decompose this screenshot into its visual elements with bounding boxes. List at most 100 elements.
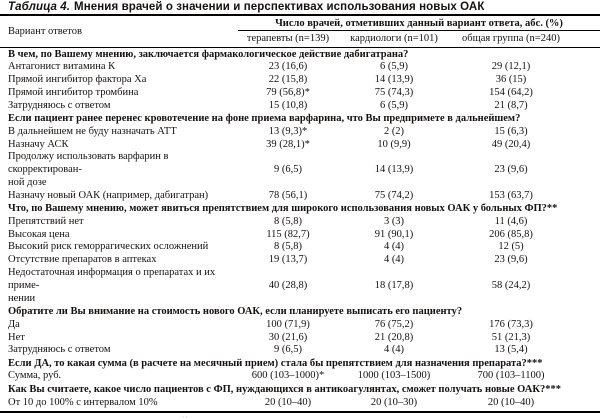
column-header-variant: Вариант ответов — [0, 16, 238, 48]
answer-label: Препятствий нет — [8, 215, 84, 227]
question-label: Как Вы считаете, какое число пациентов с… — [8, 383, 561, 395]
answer-label: Продолжу использовать варфарин в скоррек… — [8, 151, 169, 188]
answer-label: Высокая цена — [8, 228, 70, 240]
answer-row: Назначу АСК 39 (28,1)* 10 (9,9) 49 (20,4… — [0, 139, 600, 152]
value-cardiologists: 1000 (103–1500) — [357, 370, 431, 382]
value-therapists: 78 (56,1) — [268, 189, 308, 201]
value-cardiologists: 4 (4) — [383, 254, 405, 266]
answer-row: Затрудняюсь с ответом 9 (6,5) 4 (4) 13 (… — [0, 344, 600, 357]
value-therapists: 8 (5,8) — [274, 215, 302, 227]
value-cardiologists: 91 (90,1) — [374, 228, 414, 240]
value-total: 21 (8,7) — [494, 99, 528, 111]
value-total: 176 (73,3) — [489, 318, 533, 330]
answer-label: Назначу АСК — [8, 138, 69, 150]
answer-label: Прямой ингибитор тромбина — [8, 86, 139, 98]
question-label: Что, по Вашему мнению, может явиться пре… — [8, 203, 558, 215]
answer-row: Затрудняюсь с ответом 15 (10,8) 6 (5,9) … — [0, 100, 600, 113]
value-therapists: 79 (56,8)* — [266, 86, 310, 98]
value-therapists: 30 (21,6) — [268, 331, 308, 343]
value-therapists: 100 (71,9) — [266, 318, 310, 330]
question-label: В чем, по Вашему мнению, заключается фар… — [8, 48, 409, 60]
column-header-group: Число врачей, отметивших данный вариант … — [238, 16, 600, 31]
value-cardiologists: 10 (9,9) — [377, 138, 411, 150]
value-therapists: 9 (6,5) — [274, 344, 302, 356]
value-therapists: 600 (103–1000)* — [251, 370, 325, 382]
value-cardiologists: 76 (75,2) — [374, 318, 414, 330]
question-label: Обратите ли Вы внимание на стоимость нов… — [8, 305, 463, 317]
answer-label: В дальнейшем не буду назначать АТТ — [8, 125, 177, 137]
answer-label: Да — [8, 318, 20, 330]
value-total: 36 (15) — [495, 74, 527, 86]
answer-row: Антагонист витамина К 23 (16,6) 6 (5,9) … — [0, 61, 600, 74]
value-cardiologists: 14 (13,9) — [374, 74, 414, 86]
value-cardiologists: 4 (4) — [383, 344, 405, 356]
value-total: 20 (10–40) — [450, 396, 600, 414]
value-cardiologists: 75 (74,2) — [374, 189, 414, 201]
value-cardiologists: 75 (74,3) — [374, 86, 414, 98]
answer-label: Сумма, руб. — [8, 370, 62, 382]
value-total: 23 (9,6) — [494, 254, 528, 266]
value-therapists: 115 (82,7) — [266, 228, 310, 240]
answer-row: Недостаточная информация о препаратах и … — [0, 267, 600, 305]
answer-label: Затрудняюсь с ответом — [8, 344, 111, 356]
question-row: Если пациент ранее перенес кровотечение … — [0, 112, 600, 125]
value-therapists: 22 (15,8) — [268, 74, 308, 86]
answer-row: Назначу новый ОАК (например, дабигатран)… — [0, 190, 600, 203]
table-title: Таблица 4. Мнения врачей о значении и пер… — [0, 0, 600, 16]
answer-label: Назначу новый ОАК (например, дабигатран) — [8, 189, 209, 201]
value-total: 13 (5,4) — [494, 344, 528, 356]
value-therapists: 39 (28,1)* — [266, 138, 310, 150]
value-total: 23 (9,6) — [494, 164, 528, 176]
column-header-therapists: терапевты (n=139) — [238, 30, 338, 48]
answer-label: Затрудняюсь с ответом — [8, 99, 111, 111]
value-therapists: 15 (10,8) — [268, 99, 308, 111]
value-total: 49 (20,4) — [491, 138, 531, 150]
value-therapists: 13 (9,3)* — [268, 125, 308, 137]
value-total: 29 (12,1) — [491, 61, 531, 73]
answer-row: Отсутствие препаратов в аптеках 19 (13,7… — [0, 254, 600, 267]
table-title-text: Мнения врачей о значении и перспективах … — [74, 1, 485, 13]
value-total: 154 (64,2) — [489, 86, 533, 98]
answer-label: Отсутствие препаратов в аптеках — [8, 254, 157, 266]
answer-label: Высокий риск геморрагических осложнений — [8, 241, 209, 253]
value-therapists: 9 (6,5) — [274, 164, 302, 176]
question-label: Если пациент ранее перенес кровотечение … — [8, 112, 521, 124]
answer-row: Высокая цена 115 (82,7) 91 (90,1) 206 (8… — [0, 229, 600, 242]
value-cardiologists: 14 (13,9) — [374, 164, 414, 176]
value-total: 11 (4,6) — [494, 215, 528, 227]
value-therapists: 40 (28,8) — [268, 279, 308, 291]
answer-label: Антагонист витамина К — [8, 61, 116, 73]
value-cardiologists: 18 (17,8) — [374, 279, 414, 291]
answer-label: Нет — [8, 331, 25, 343]
value-therapists: 8 (5,8) — [274, 241, 302, 253]
question-label: Если ДА, то какая сумма (в расчете на ме… — [8, 357, 543, 369]
value-therapists: 19 (13,7) — [268, 254, 308, 266]
value-cardiologists: 20 (10–30) — [338, 396, 450, 414]
survey-table: Вариант ответов Число врачей, отметивших… — [0, 16, 600, 414]
value-total: 58 (24,2) — [491, 279, 531, 291]
column-header-cardiologists: кардиологи (n=101) — [338, 30, 450, 48]
answer-row: В дальнейшем не буду назначать АТТ 13 (9… — [0, 126, 600, 139]
question-row: Если ДА, то какая сумма (в расчете на ме… — [0, 357, 600, 370]
column-header-total: общая группа (n=240) — [450, 30, 600, 48]
answer-row: Нет 30 (21,6) 21 (20,8) 51 (21,3) — [0, 332, 600, 345]
value-therapists: 23 (16,6) — [268, 61, 308, 73]
answer-row: От 10 до 100% с интервалом 10% 20 (10–40… — [0, 396, 600, 414]
value-cardiologists: 6 (5,9) — [380, 61, 408, 73]
table-header: Вариант ответов Число врачей, отметивших… — [0, 16, 600, 48]
question-row: Обратите ли Вы внимание на стоимость нов… — [0, 305, 600, 318]
value-cardiologists: 21 (20,8) — [374, 331, 414, 343]
answer-label: Прямой ингибитор фактора Ха — [8, 74, 147, 86]
value-total: 51 (21,3) — [491, 331, 531, 343]
answer-label: Недостаточная информация о препаратах и … — [8, 267, 216, 304]
question-row: Что, по Вашему мнению, может явиться пре… — [0, 203, 600, 216]
value-total: 700 (103–1100) — [477, 370, 545, 382]
answer-row: Прямой ингибитор фактора Ха 22 (15,8) 14… — [0, 74, 600, 87]
answer-row: Препятствий нет 8 (5,8) 3 (3) 11 (4,6) — [0, 216, 600, 229]
answer-row: Высокий риск геморрагических осложнений … — [0, 241, 600, 254]
answer-label: От 10 до 100% с интервалом 10% — [0, 396, 238, 414]
value-total: 206 (85,8) — [489, 228, 533, 240]
value-total: 15 (6,3) — [494, 125, 528, 137]
value-total: 12 (5) — [498, 241, 524, 253]
